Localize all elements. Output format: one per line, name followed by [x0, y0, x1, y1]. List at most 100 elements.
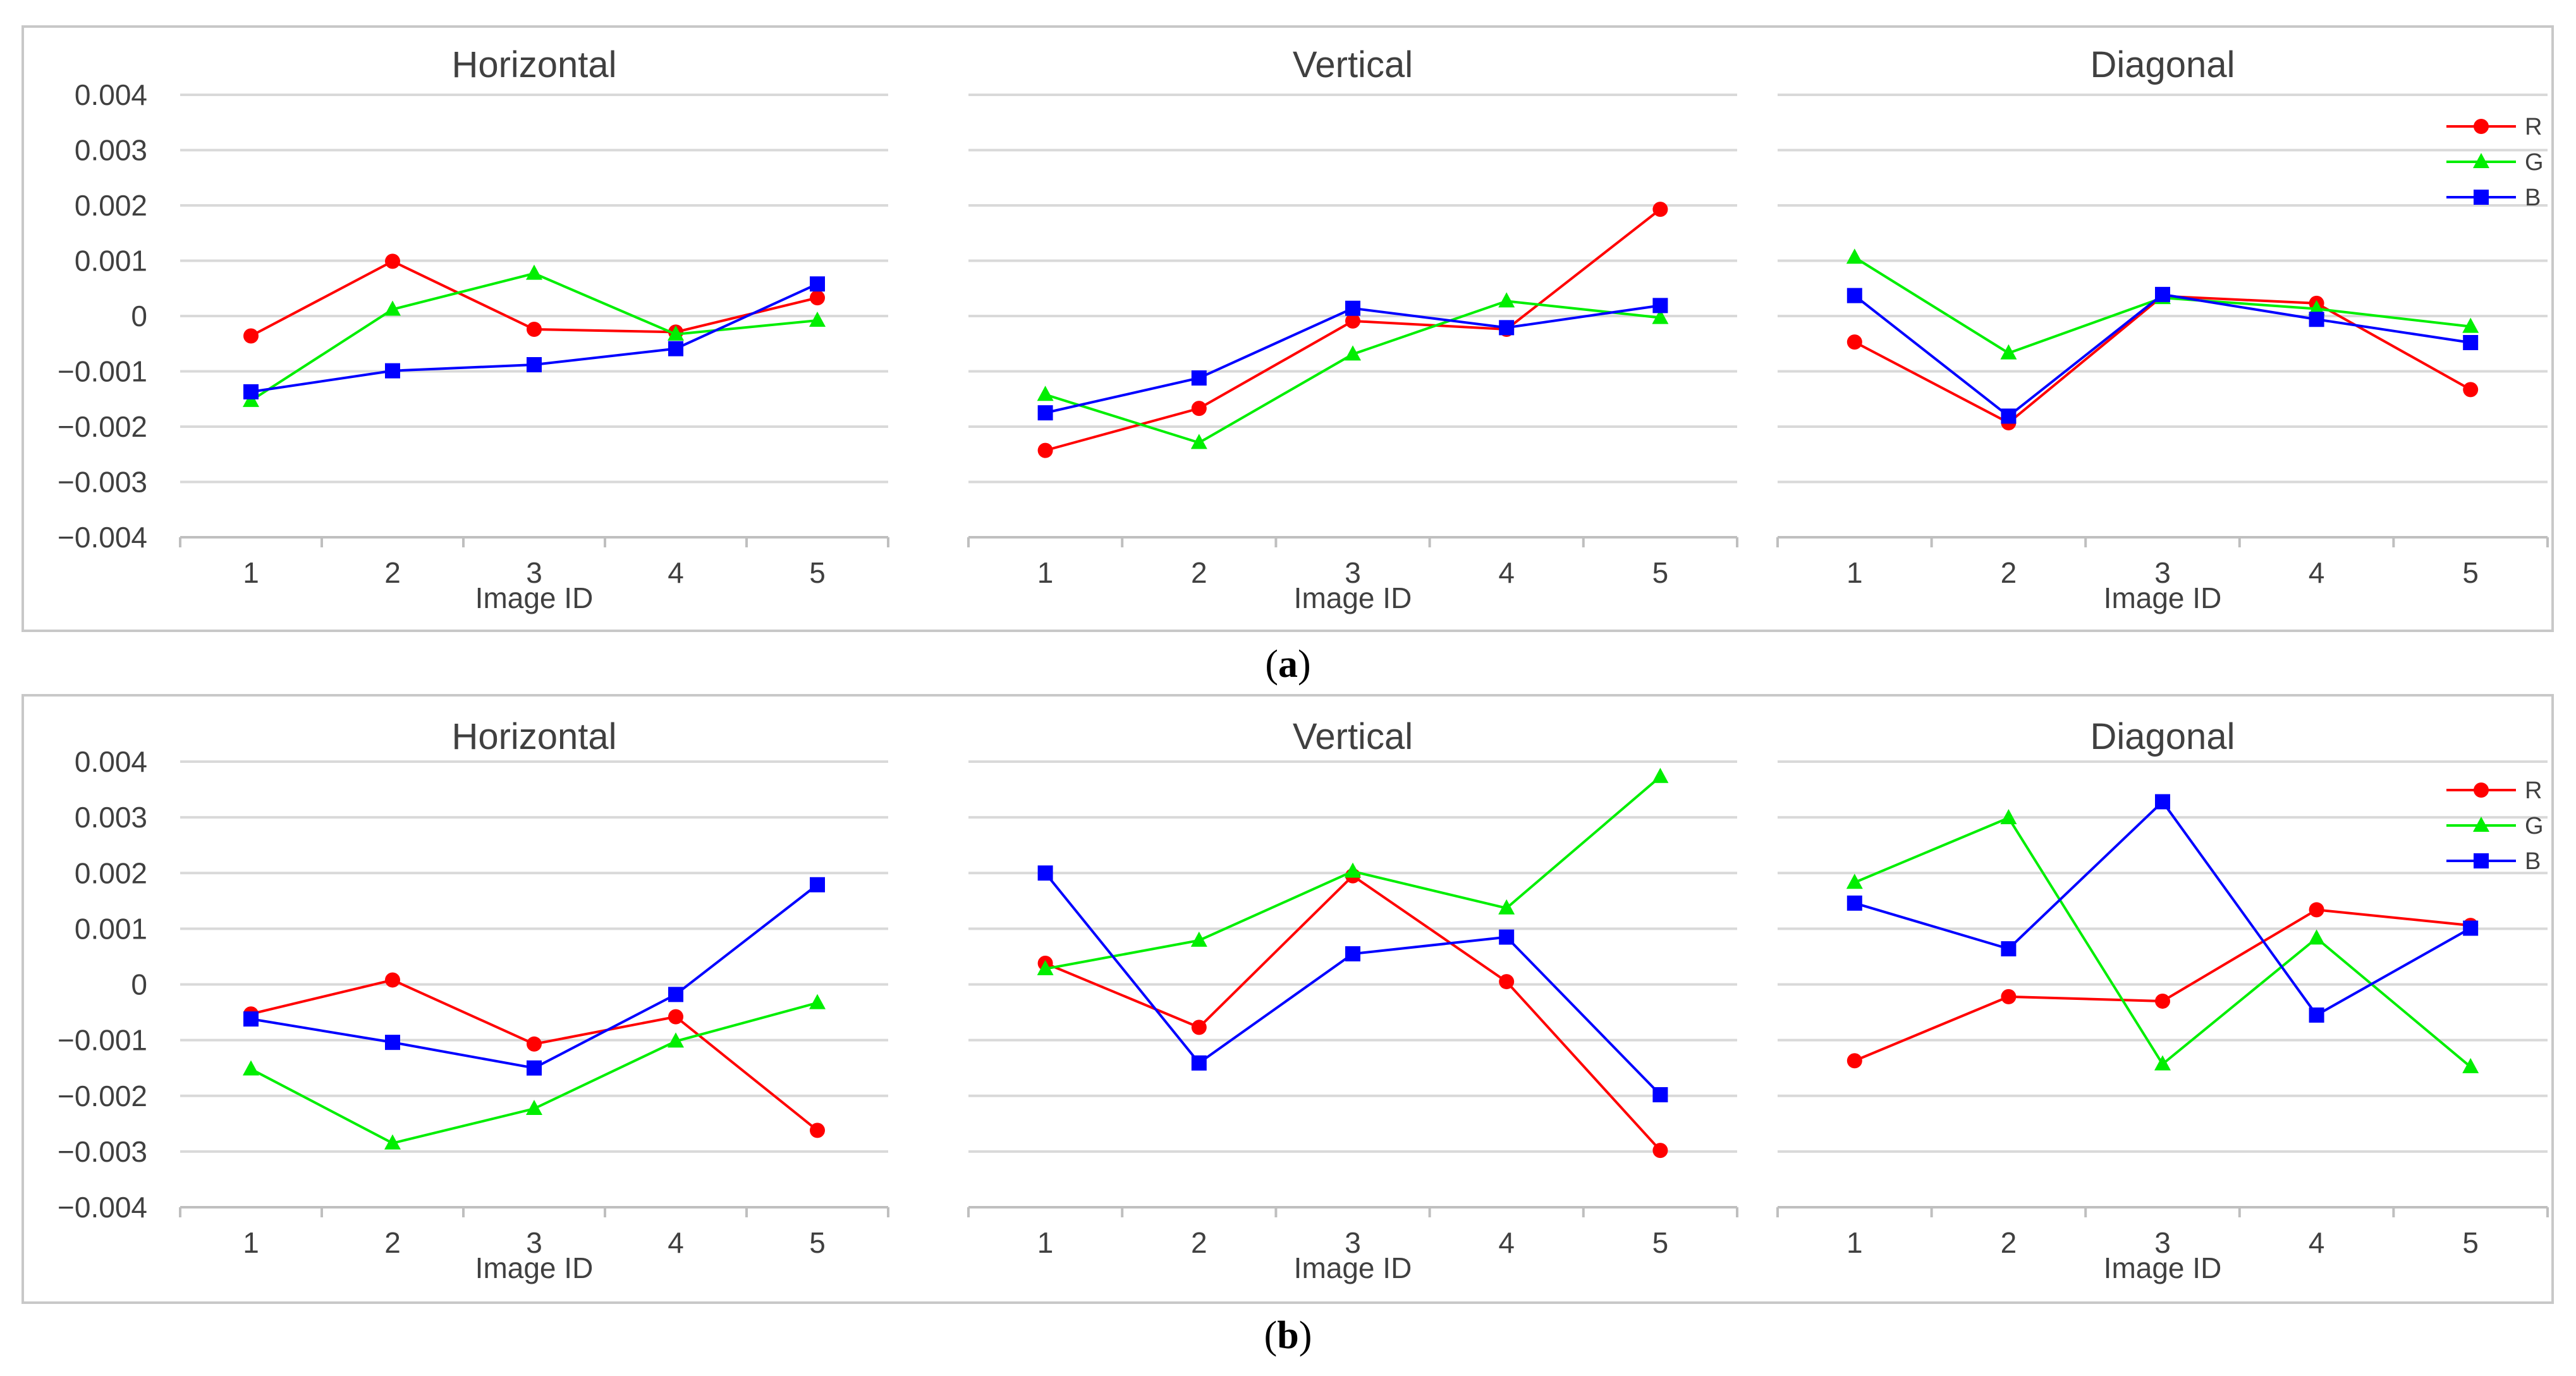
figure-panel-b-frame — [21, 694, 2554, 1304]
x-tick-label: 5 — [1652, 1226, 1669, 1259]
data-point-g — [1190, 434, 1207, 449]
y-tick-label: −0.004 — [58, 1191, 147, 1224]
series-b — [1037, 298, 1668, 421]
legend-marker-g — [2473, 817, 2489, 832]
data-point-b — [810, 276, 825, 292]
y-tick-label: −0.003 — [58, 466, 147, 499]
data-point-g — [526, 1100, 542, 1116]
x-axis-label: Image ID — [1294, 1251, 1412, 1284]
data-point-b — [1499, 320, 1515, 336]
legend-label-r: R — [2525, 114, 2542, 140]
x-tick-label: 1 — [243, 556, 259, 589]
data-point-b — [668, 987, 683, 1002]
data-point-r — [243, 328, 259, 344]
series-line-r — [1045, 208, 1661, 452]
series-g — [243, 264, 826, 407]
data-point-g — [668, 325, 684, 341]
data-point-r — [810, 1123, 825, 1138]
data-point-g — [809, 994, 826, 1009]
x-tick-label: 2 — [2001, 1226, 2017, 1259]
data-point-g — [1498, 899, 1515, 915]
data-point-b — [2155, 286, 2170, 302]
chart-title: Horizontal — [451, 44, 616, 85]
chart-a-diagonal: 1 2 3 4 5 Diagonal Image ID RGB — [1776, 44, 2549, 614]
data-point-b — [2463, 920, 2479, 936]
y-tick-label: 0 — [131, 300, 147, 332]
chart-b-horizontal: 0.004 0.003 0.002 0.001 0 −0.001 −0.002 −0.003 −… — [58, 716, 889, 1284]
data-point-g — [2308, 929, 2325, 945]
data-point-r — [1037, 442, 1053, 458]
series-g — [243, 994, 826, 1150]
data-point-g — [1345, 345, 1361, 361]
data-point-b — [1847, 895, 1862, 911]
data-point-b — [2463, 335, 2479, 350]
chart-title: Diagonal — [2091, 44, 2235, 85]
caption-a: (a) — [0, 642, 2576, 687]
y-tick-label: 0.004 — [75, 745, 147, 778]
y-tick-label: 0.003 — [75, 134, 147, 167]
data-point-r — [2463, 382, 2479, 398]
data-point-r — [1847, 334, 1862, 350]
caption-b-close: ) — [1298, 1314, 1312, 1357]
series-b — [243, 877, 825, 1076]
data-point-r — [1652, 202, 1668, 217]
y-tick-label: 0 — [131, 968, 147, 1001]
data-point-g — [2000, 809, 2017, 825]
x-tick-label: 1 — [243, 1226, 259, 1259]
data-point-g — [1037, 386, 1054, 401]
x-tick-label: 5 — [809, 1226, 826, 1259]
y-tick-label: 0.001 — [75, 912, 147, 945]
y-tick-label: 0.003 — [75, 801, 147, 834]
x-axis-label: Image ID — [475, 581, 594, 614]
data-point-r — [2309, 902, 2324, 918]
x-tick-label: 2 — [1191, 1226, 1207, 1259]
y-tick-label: 0.004 — [75, 78, 147, 111]
series-g — [1846, 809, 2479, 1073]
x-tick-label: 3 — [526, 1226, 542, 1259]
y-tick-label: −0.001 — [58, 355, 147, 388]
x-tick-label: 3 — [2154, 1226, 2171, 1259]
caption-a-close: ) — [1298, 643, 1311, 686]
chart-title: Vertical — [1293, 716, 1413, 757]
y-tick-label: 0.002 — [75, 856, 147, 889]
x-tick-label: 1 — [1037, 556, 1054, 589]
data-point-g — [1652, 308, 1669, 324]
series-b — [1037, 865, 1668, 1102]
data-point-r — [385, 253, 400, 269]
x-tick-label: 2 — [384, 556, 401, 589]
data-point-b — [527, 1060, 542, 1076]
data-point-g — [668, 1032, 684, 1048]
x-axis-label: Image ID — [475, 1251, 594, 1284]
x-tick-label: 2 — [2001, 556, 2017, 589]
legend-marker-r — [2474, 119, 2489, 134]
data-point-r — [668, 1009, 683, 1025]
y-tick-label: −0.002 — [58, 1080, 147, 1112]
legend-marker-b — [2474, 853, 2489, 868]
data-point-b — [1499, 929, 1515, 945]
legend: RGB — [2446, 114, 2544, 211]
figure-panel-a-frame — [21, 25, 2554, 632]
chart-a-vertical: 1 2 3 4 5 Vertical Image ID — [967, 44, 1738, 614]
data-point-g — [1190, 931, 1207, 947]
data-point-g — [2308, 300, 2325, 315]
data-point-b — [385, 1035, 400, 1050]
data-point-g — [2154, 1055, 2171, 1071]
data-point-b — [2309, 1007, 2324, 1023]
data-point-r — [1191, 1020, 1207, 1035]
data-point-b — [2001, 408, 2017, 424]
x-tick-label: 4 — [1498, 1226, 1515, 1259]
x-tick-label: 3 — [526, 556, 542, 589]
series-line-b — [1854, 800, 2472, 1017]
x-tick-label: 4 — [668, 1226, 684, 1259]
x-tick-label: 4 — [2309, 556, 2325, 589]
data-point-g — [1498, 292, 1515, 308]
x-tick-label: 3 — [2154, 556, 2171, 589]
caption-a-label: a — [1278, 643, 1298, 686]
data-point-g — [2000, 344, 2017, 360]
series-r — [1037, 868, 1668, 1159]
data-point-g — [384, 1134, 401, 1150]
data-point-g — [1345, 862, 1361, 878]
x-tick-label: 1 — [1847, 1226, 1863, 1259]
data-point-b — [1847, 288, 1862, 303]
